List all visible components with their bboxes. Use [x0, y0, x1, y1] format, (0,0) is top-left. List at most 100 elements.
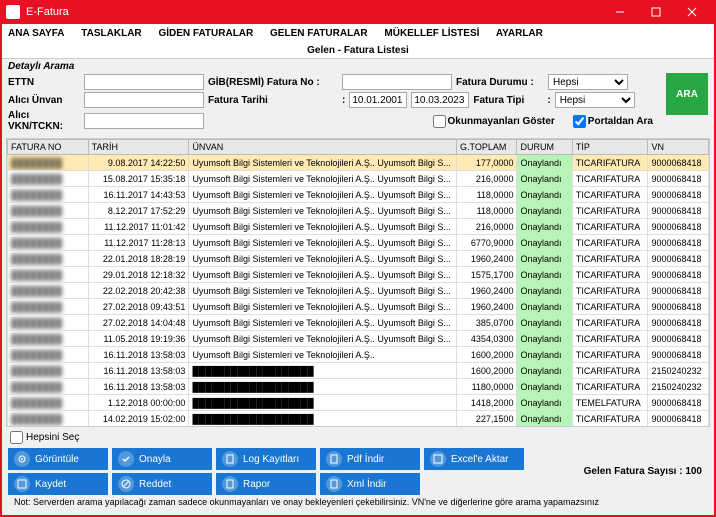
cell-tip: TEMELFATURA	[572, 395, 648, 411]
cell-durum: Onaylandı	[517, 395, 572, 411]
table-row[interactable]: ████████22.01.2018 18:28:19Uyumsoft Bilg…	[8, 251, 709, 267]
durum-select[interactable]: Hepsi	[548, 74, 628, 90]
excel-icon	[430, 451, 446, 467]
pdf-button[interactable]: Pdf İndir	[320, 448, 420, 470]
tarih1-input[interactable]	[349, 92, 407, 108]
cell-tip: TICARIFATURA	[572, 283, 648, 299]
cell-tarih: 15.08.2017 15:35:18	[88, 171, 189, 187]
menu-giden[interactable]: GİDEN FATURALAR	[158, 28, 253, 39]
cell-unvan: Uyumsoft Bilgi Sistemleri ve Teknolojile…	[189, 331, 457, 347]
cell-vn: 9000068418	[648, 187, 709, 203]
table-row[interactable]: ████████16.11.2017 14:43:53Uyumsoft Bilg…	[8, 187, 709, 203]
menu-taslaklar[interactable]: TASLAKLAR	[81, 28, 141, 39]
kaydet-button[interactable]: Kaydet	[8, 473, 108, 495]
cell-tip: TICARIFATURA	[572, 315, 648, 331]
cell-unvan: Uyumsoft Bilgi Sistemleri ve Teknolojile…	[189, 315, 457, 331]
menu-anasayfa[interactable]: ANA SAYFA	[8, 28, 65, 39]
excel-button[interactable]: Excel'e Aktar	[424, 448, 524, 470]
tarih2-input[interactable]	[411, 92, 469, 108]
reddet-button[interactable]: Reddet	[112, 473, 212, 495]
xml-button[interactable]: Xml İndir	[320, 473, 420, 495]
cell-unvan: Uyumsoft Bilgi Sistemleri ve Teknolojile…	[189, 299, 457, 315]
invoice-table-wrap[interactable]: FATURA NOTARİHÜNVANG.TOPLAMDURUMTİPVN ██…	[6, 138, 710, 427]
minimize-button[interactable]	[602, 0, 638, 24]
table-row[interactable]: ████████16.11.2018 13:58:03Uyumsoft Bilg…	[8, 347, 709, 363]
cell-tarih: 1.12.2018 00:00:00	[88, 395, 189, 411]
cell-tarih: 27.02.2018 09:43:51	[88, 299, 189, 315]
tip-select[interactable]: Hepsi	[555, 92, 635, 108]
cell-vn: 9000068418	[648, 155, 709, 171]
cell-tip: TICARIFATURA	[572, 203, 648, 219]
okunmayan-check[interactable]: Okunmayanları Göster	[433, 115, 555, 128]
table-row[interactable]: ████████16.11.2018 13:58:03█████████████…	[8, 363, 709, 379]
col-header[interactable]: VN	[648, 140, 709, 155]
col-header[interactable]: TİP	[572, 140, 648, 155]
cell-vn: 9000068418	[648, 315, 709, 331]
cell-durum: Onaylandı	[517, 187, 572, 203]
cell-vn: 9000068418	[648, 203, 709, 219]
maximize-button[interactable]	[638, 0, 674, 24]
reject-icon	[118, 476, 134, 492]
rapor-button[interactable]: Rapor	[216, 473, 316, 495]
cell-tip: TICARIFATURA	[572, 187, 648, 203]
table-row[interactable]: ████████8.12.2017 17:52:29Uyumsoft Bilgi…	[8, 203, 709, 219]
table-row[interactable]: ████████15.08.2017 15:35:18Uyumsoft Bilg…	[8, 171, 709, 187]
table-row[interactable]: ████████1.12.2018 00:00:00██████████████…	[8, 395, 709, 411]
cell-no: ████████	[8, 235, 89, 251]
tarih-label: Fatura Tarihi	[208, 95, 338, 106]
ettn-label: ETTN	[8, 77, 80, 88]
search-panel: Detaylı Arama ETTN GİB(RESMİ) Fatura No …	[2, 59, 714, 138]
goruntule-button[interactable]: Görüntüle	[8, 448, 108, 470]
table-row[interactable]: ████████22.02.2018 20:42:38Uyumsoft Bilg…	[8, 283, 709, 299]
cell-unvan: ███████████████████	[189, 363, 457, 379]
table-row[interactable]: ████████9.08.2017 14:22:50Uyumsoft Bilgi…	[8, 155, 709, 171]
col-header[interactable]: G.TOPLAM	[456, 140, 516, 155]
cell-tip: TICARIFATURA	[572, 379, 648, 395]
log-button[interactable]: Log Kayıtları	[216, 448, 316, 470]
ara-button[interactable]: ARA	[666, 73, 708, 115]
table-row[interactable]: ████████14.02.2019 15:02:00█████████████…	[8, 411, 709, 427]
cell-vn: 9000068418	[648, 267, 709, 283]
alici-input[interactable]	[84, 92, 204, 108]
vkn-input[interactable]	[84, 113, 204, 129]
titlebar: E-Fatura	[0, 0, 716, 24]
table-row[interactable]: ████████11.05.2018 19:19:36Uyumsoft Bilg…	[8, 331, 709, 347]
gib-input[interactable]	[342, 74, 452, 90]
cell-no: ████████	[8, 187, 89, 203]
pdf-icon	[326, 451, 342, 467]
cell-vn: 9000068418	[648, 235, 709, 251]
cell-tarih: 11.12.2017 11:28:13	[88, 235, 189, 251]
menu-gelen[interactable]: GELEN FATURALAR	[270, 28, 368, 39]
cell-durum: Onaylandı	[517, 267, 572, 283]
cell-durum: Onaylandı	[517, 283, 572, 299]
close-button[interactable]	[674, 0, 710, 24]
cell-unvan: Uyumsoft Bilgi Sistemleri ve Teknolojile…	[189, 283, 457, 299]
table-row[interactable]: ████████11.12.2017 11:01:42Uyumsoft Bilg…	[8, 219, 709, 235]
cell-toplam: 177,0000	[456, 155, 516, 171]
cell-toplam: 1960,2400	[456, 283, 516, 299]
table-row[interactable]: ████████16.11.2018 13:58:03█████████████…	[8, 379, 709, 395]
menu-mukellef[interactable]: MÜKELLEF LİSTESİ	[384, 28, 479, 39]
cell-tip: TICARIFATURA	[572, 219, 648, 235]
cell-vn: 9000068418	[648, 411, 709, 427]
cell-tip: TICARIFATURA	[572, 155, 648, 171]
ettn-input[interactable]	[84, 74, 204, 90]
table-row[interactable]: ████████27.02.2018 14:04:48Uyumsoft Bilg…	[8, 315, 709, 331]
cell-toplam: 1418,2000	[456, 395, 516, 411]
select-all-check[interactable]: Hepsini Seç	[10, 431, 708, 444]
app-icon	[6, 5, 20, 19]
col-header[interactable]: DURUM	[517, 140, 572, 155]
cell-durum: Onaylandı	[517, 363, 572, 379]
col-header[interactable]: ÜNVAN	[189, 140, 457, 155]
menu-ayarlar[interactable]: AYARLAR	[496, 28, 543, 39]
table-row[interactable]: ████████11.12.2017 11:28:13Uyumsoft Bilg…	[8, 235, 709, 251]
table-row[interactable]: ████████29.01.2018 12:18:32Uyumsoft Bilg…	[8, 267, 709, 283]
onayla-button[interactable]: Onayla	[112, 448, 212, 470]
col-header[interactable]: TARİH	[88, 140, 189, 155]
durum-label: Fatura Durumu :	[456, 77, 544, 88]
portal-check[interactable]: Portaldan Ara	[573, 115, 653, 128]
cell-toplam: 118,0000	[456, 203, 516, 219]
col-header[interactable]: FATURA NO	[8, 140, 89, 155]
cell-tip: TICARIFATURA	[572, 411, 648, 427]
table-row[interactable]: ████████27.02.2018 09:43:51Uyumsoft Bilg…	[8, 299, 709, 315]
